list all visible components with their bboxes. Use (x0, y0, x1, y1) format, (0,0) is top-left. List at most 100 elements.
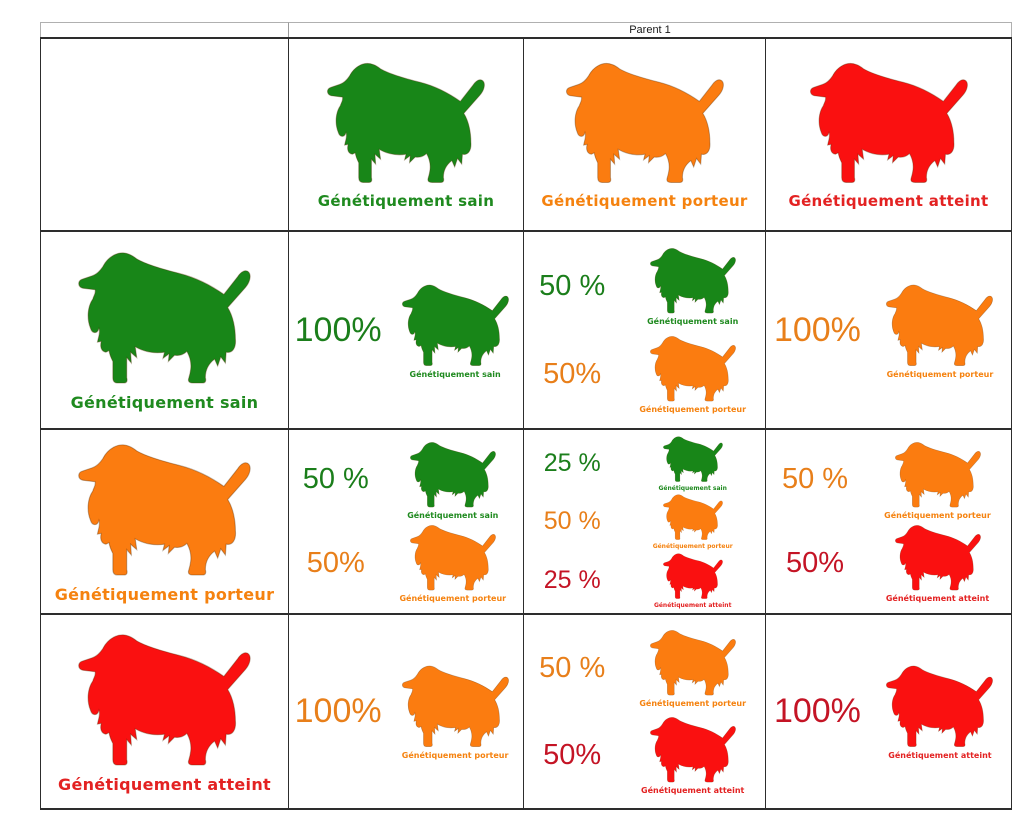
percent-value: 50% (785, 546, 845, 579)
outcome-dog: Génétiquement porteur (620, 493, 765, 550)
outcome-dog: Génétiquement sain (620, 435, 765, 492)
dog-icon (882, 282, 997, 368)
cell-atteint-x-porteur: 50 % Génétiquement porteur 50% Génétique… (523, 613, 765, 810)
percent-value: 50% (543, 357, 602, 390)
row-header-atteint-label: Génétiquement atteint (58, 774, 271, 794)
dog-icon (398, 282, 513, 368)
outcome-dog-label: Génétiquement porteur (652, 543, 733, 550)
percent-value: 50 % (543, 507, 601, 535)
outcome-dog: Génétiquement porteur (620, 334, 765, 414)
outcome-row: 50% Génétiquement atteint (766, 523, 1011, 603)
outcome-dog: Génétiquement porteur (383, 523, 523, 603)
outcome-dog-label: Génétiquement sain (409, 369, 501, 379)
outcome-dog-label: Génétiquement porteur (639, 699, 747, 708)
outcome-dog-label: Génétiquement atteint (653, 601, 732, 609)
outcome-row: 50 % Génétiquement porteur (524, 628, 765, 708)
dog-icon (560, 59, 730, 186)
row-header-porteur-label: Génétiquement porteur (54, 584, 275, 604)
outcome-row: 50% Génétiquement porteur (289, 523, 523, 603)
dog-icon (647, 334, 739, 403)
percent-value: 100% (773, 310, 861, 349)
parent1-header-cell: Parent 1 (288, 22, 1012, 37)
dog-icon (892, 440, 984, 509)
parent1-title: Parent 1 (629, 24, 671, 36)
outcome-dog: Génétiquement atteint (620, 715, 765, 795)
outcome-dog: Génétiquement atteint (864, 523, 1011, 603)
col-header-porteur-label: Génétiquement porteur (541, 192, 748, 210)
outcome-row: 25 % Génétiquement atteint (524, 552, 765, 609)
dog-icon (647, 246, 739, 315)
cell-atteint-x-atteint: 100% Génétiquement atteint (765, 613, 1012, 810)
outcome-dog: Génétiquement porteur (869, 282, 1011, 379)
dog-icon (647, 715, 739, 784)
outcome-dog-label: Génétiquement sain (407, 510, 499, 520)
cell-porteur-x-sain: 50 % Génétiquement sain 50% Génétiquemen… (288, 428, 523, 613)
outcome-row: 50 % Génétiquement sain (524, 246, 765, 326)
outcome-row: 25 % Génétiquement sain (524, 435, 765, 492)
outcome-dog-label: Génétiquement porteur (639, 405, 747, 414)
outcome-row: 50% Génétiquement porteur (524, 334, 765, 414)
outcome-dog-label: Génétiquement porteur (884, 510, 991, 520)
corner-cell (40, 37, 288, 230)
outcome-dog: Génétiquement porteur (620, 628, 765, 708)
outcome-dog-label: Génétiquement atteint (641, 786, 745, 795)
dog-icon (321, 59, 491, 186)
dog-icon (72, 440, 257, 579)
outcome-dog-label: Génétiquement sain (658, 484, 727, 492)
row-header-atteint: Génétiquement atteint (40, 613, 288, 810)
punnett-table: Parent 1 Génétiquement sain Génétiquemen… (40, 22, 1012, 810)
percent-value: 100% (294, 310, 382, 349)
outcome-row: 50 % Génétiquement sain (289, 440, 523, 520)
row-header-sain: Génétiquement sain (40, 230, 288, 428)
percent-value: 100% (773, 692, 861, 730)
dog-icon (398, 663, 513, 749)
outcome-row: 50% Génétiquement atteint (524, 715, 765, 795)
cell-sain-x-porteur: 50 % Génétiquement sain 50% Génétiquemen… (523, 230, 765, 428)
col-header-sain-label: Génétiquement sain (317, 192, 495, 210)
outcome-dog-label: Génétiquement porteur (401, 751, 509, 760)
percent-value: 50% (543, 738, 602, 771)
cell-porteur-x-porteur: 25 % Génétiquement sain 50 % Génétiqueme… (523, 428, 765, 613)
outcome-dog: Génétiquement porteur (387, 663, 523, 760)
percent-value: 50 % (539, 651, 606, 684)
percent-value: 50 % (539, 269, 606, 302)
outcome-dog-label: Génétiquement sain (647, 317, 739, 326)
percent-value: 100% (294, 692, 382, 730)
outcome-dog-label: Génétiquement porteur (399, 594, 507, 604)
percent-value: 25 % (543, 565, 601, 594)
cell-sain-x-atteint: 100% Génétiquement porteur (765, 230, 1012, 428)
header-corner-cell (40, 22, 288, 37)
outcome-row: 50 % Génétiquement porteur (524, 493, 765, 550)
percent-value: 50% (306, 546, 365, 579)
outcome-dog-label: Génétiquement porteur (886, 369, 994, 379)
outcome-dog: Génétiquement sain (387, 282, 523, 379)
row-header-sain-label: Génétiquement sain (70, 393, 259, 412)
outcome-dog: Génétiquement atteint (869, 663, 1011, 760)
dog-icon (804, 59, 974, 186)
dog-icon (407, 523, 499, 592)
outcome-dog-label: Génétiquement atteint (885, 594, 990, 604)
col-header-atteint-label: Génétiquement atteint (788, 192, 989, 210)
dog-icon (661, 493, 725, 541)
col-header-porteur: Génétiquement porteur (523, 37, 765, 230)
percent-value: 50 % (302, 463, 369, 496)
percent-value: 50 % (781, 463, 849, 496)
col-header-atteint: Génétiquement atteint (765, 37, 1012, 230)
outcome-dog: Génétiquement porteur (864, 440, 1011, 520)
outcome-dog: Génétiquement atteint (620, 552, 765, 609)
col-header-sain: Génétiquement sain (288, 37, 523, 230)
row-header-porteur: Génétiquement porteur (40, 428, 288, 613)
cell-porteur-x-atteint: 50 % Génétiquement porteur 50% Génétique… (765, 428, 1012, 613)
outcome-dog: Génétiquement sain (620, 246, 765, 326)
dog-icon (72, 248, 257, 387)
dog-icon (72, 630, 257, 769)
dog-icon (647, 628, 739, 697)
dog-icon (882, 663, 997, 749)
dog-icon (661, 435, 725, 483)
dog-icon (407, 440, 499, 509)
cell-sain-x-sain: 100% Génétiquement sain (288, 230, 523, 428)
dog-icon (661, 552, 725, 600)
outcome-dog-label: Génétiquement atteint (888, 751, 992, 760)
cell-atteint-x-sain: 100% Génétiquement porteur (288, 613, 523, 810)
